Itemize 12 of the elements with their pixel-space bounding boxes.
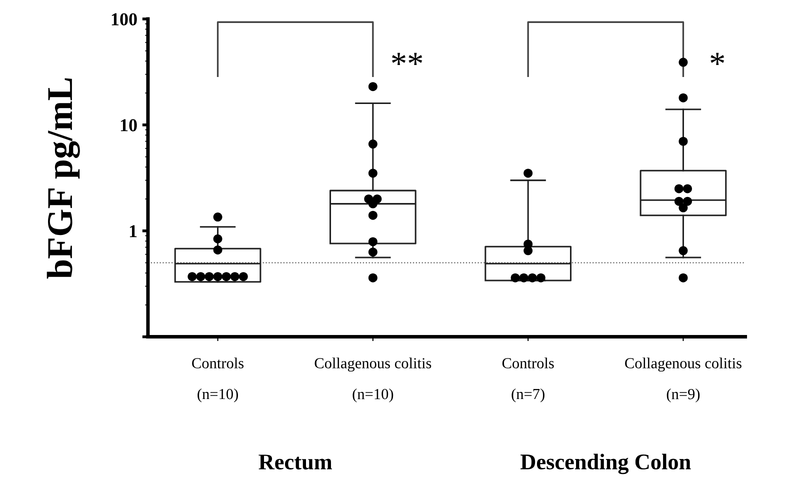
x-tick-label: Collagenous colitis (n=10)	[314, 358, 432, 402]
x-tick-label: Collagenous colitis (n=9)	[625, 358, 742, 402]
text: Descending Colon	[520, 454, 691, 474]
category-label: Controls (n=10)	[192, 358, 244, 402]
annotation: **	[392, 52, 422, 66]
annotation: *	[710, 52, 724, 66]
y-tick-label: 1	[130, 225, 137, 238]
y-tick-label: 10	[120, 119, 137, 132]
y-tick-label: 100	[112, 13, 137, 26]
text: Rectum	[258, 454, 332, 470]
category-label: Controls (n=7)	[502, 358, 554, 402]
y-axis-title: bFGF pg/mL	[46, 78, 80, 279]
